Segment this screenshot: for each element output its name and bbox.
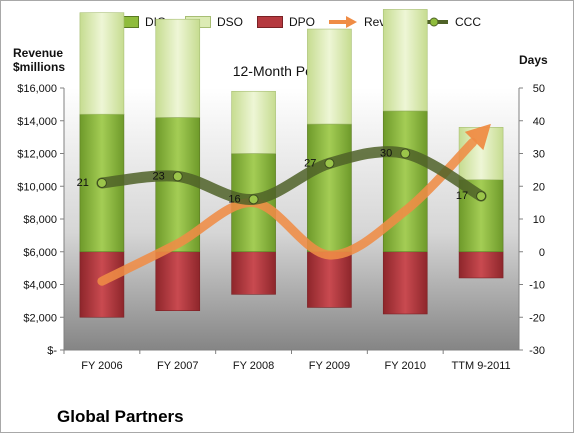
bar-dso	[382, 9, 428, 112]
ccc-point	[172, 171, 183, 182]
left-tick-label: $6,000	[23, 247, 57, 259]
ccc-data-label: 30	[380, 148, 392, 160]
bar-dpo	[231, 251, 276, 295]
right-tick-label: 20	[533, 181, 545, 193]
left-tick-label: $12,000	[17, 149, 57, 161]
legend-label-dpo: DPO	[289, 15, 316, 29]
ccc-data-label: 16	[228, 193, 240, 205]
left-axis-title: Revenue $millions	[13, 46, 66, 74]
ccc-data-label: 17	[456, 190, 468, 202]
bar-dso	[79, 12, 125, 115]
bar-dpo	[458, 251, 504, 279]
ccc-point	[476, 191, 487, 202]
bar-dpo	[307, 251, 352, 308]
right-axis-title: Days	[519, 53, 548, 67]
legend-item-dpo: DPO	[257, 11, 315, 33]
plot-area	[64, 88, 519, 350]
legend-label-ccc: CCC	[455, 15, 481, 29]
bar-dso	[155, 18, 201, 118]
legend-label-dso: DSO	[217, 15, 244, 29]
right-tick-label: -30	[529, 345, 545, 357]
bar-dio	[382, 110, 428, 253]
x-tick-label: TTM 9-2011	[452, 360, 511, 372]
ccc-point	[248, 194, 259, 205]
left-tick-label: $2,000	[23, 312, 57, 324]
x-tick-label: FY 2007	[157, 360, 198, 372]
bar-dio	[307, 123, 352, 253]
ccc-data-label: 27	[304, 157, 316, 169]
ccc-data-label: 23	[153, 170, 165, 182]
bar-dso	[231, 90, 276, 154]
revenue-arrowhead	[464, 123, 491, 151]
legend-arrow-icon	[329, 16, 357, 28]
bar-dso	[307, 28, 352, 125]
ccc-point	[96, 177, 107, 188]
bar-dpo	[382, 251, 428, 315]
left-tick-label: $-	[47, 345, 57, 357]
right-tick-label: 30	[533, 149, 545, 161]
right-tick-label: 50	[533, 83, 545, 95]
right-tick-label: -10	[529, 280, 545, 292]
right-tick-label: 40	[533, 116, 545, 128]
x-tick-label: FY 2006	[81, 360, 122, 372]
x-tick-label: FY 2010	[385, 360, 426, 372]
ccc-point	[324, 158, 335, 169]
ccc-data-label: 21	[77, 177, 89, 189]
right-tick-label: -20	[529, 312, 545, 324]
left-tick-label: $16,000	[17, 83, 57, 95]
left-tick-label: $4,000	[23, 280, 57, 292]
bar-dpo	[155, 251, 201, 312]
footer-title: Global Partners	[57, 407, 184, 426]
right-tick-label: 10	[533, 214, 545, 226]
left-tick-label: $10,000	[17, 181, 57, 193]
x-tick-label: FY 2009	[309, 360, 350, 372]
left-tick-label: $14,000	[17, 116, 57, 128]
line-revenue	[97, 137, 478, 286]
right-tick-label: 0	[539, 247, 545, 259]
legend-swatch-dpo	[257, 16, 283, 28]
ccc-point	[400, 148, 411, 159]
x-tick-label: FY 2008	[233, 360, 274, 372]
left-tick-label: $8,000	[23, 214, 57, 226]
